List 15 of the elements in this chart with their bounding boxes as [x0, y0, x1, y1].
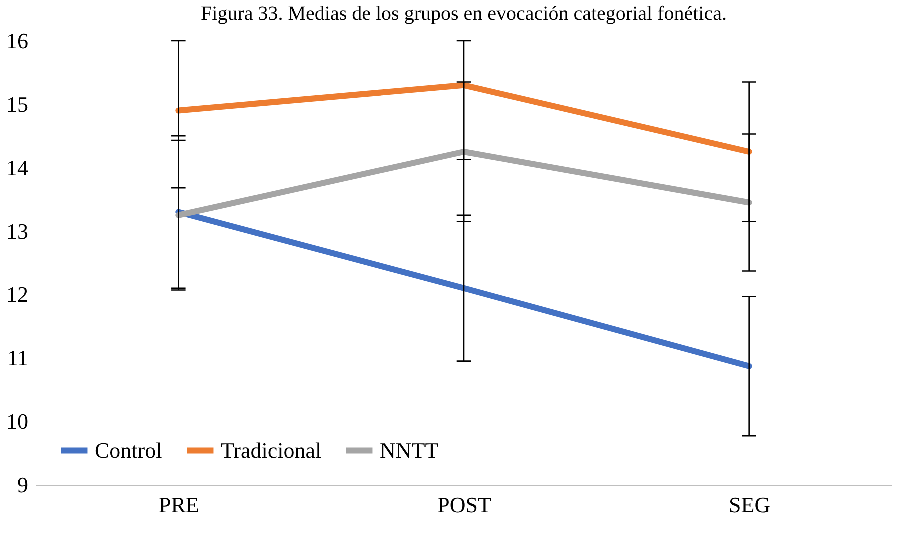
legend-label: NNTT [380, 438, 440, 463]
y-tick-label: 16 [6, 28, 28, 54]
y-tick-label: 11 [7, 346, 28, 371]
legend-label: Tradicional [221, 438, 322, 463]
y-tick-label: 15 [6, 92, 28, 117]
y-tick-label: 14 [6, 155, 28, 180]
x-tick-label: PRE [158, 492, 200, 518]
chart-title: Figura 33. Medias de los grupos en evocación categorial fonética. [201, 3, 727, 25]
y-tick-label: 12 [6, 282, 28, 308]
y-tick-label: 9 [18, 472, 28, 498]
y-tick-label: 13 [6, 218, 28, 244]
x-tick-label: POST [438, 492, 492, 518]
y-tick-label: 10 [6, 409, 28, 434]
legend-label: Control [95, 438, 162, 463]
x-tick-label: SEG [729, 492, 771, 518]
